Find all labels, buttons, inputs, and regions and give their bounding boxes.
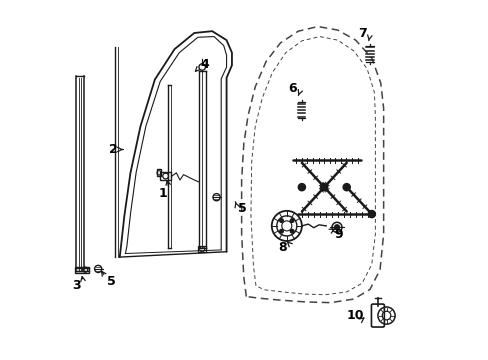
Text: 7: 7 xyxy=(358,27,366,40)
FancyBboxPatch shape xyxy=(371,304,384,327)
Circle shape xyxy=(290,229,293,233)
Circle shape xyxy=(279,219,283,222)
Text: 8: 8 xyxy=(277,241,286,254)
Text: 9: 9 xyxy=(333,228,342,241)
Circle shape xyxy=(343,184,349,191)
Text: 4: 4 xyxy=(200,58,208,71)
Text: 5: 5 xyxy=(238,202,246,215)
Bar xyxy=(198,246,206,252)
Circle shape xyxy=(320,184,327,191)
Circle shape xyxy=(334,225,339,230)
Circle shape xyxy=(367,211,375,218)
Text: 6: 6 xyxy=(288,82,297,95)
Circle shape xyxy=(298,184,305,191)
Bar xyxy=(75,267,89,273)
Text: 2: 2 xyxy=(109,143,118,156)
Bar xyxy=(160,172,171,180)
Circle shape xyxy=(279,229,283,233)
Text: 1: 1 xyxy=(158,187,167,200)
Text: 10: 10 xyxy=(346,309,363,322)
Text: 3: 3 xyxy=(72,279,81,292)
Bar xyxy=(157,169,161,176)
Circle shape xyxy=(290,219,293,222)
Text: 5: 5 xyxy=(107,275,116,288)
